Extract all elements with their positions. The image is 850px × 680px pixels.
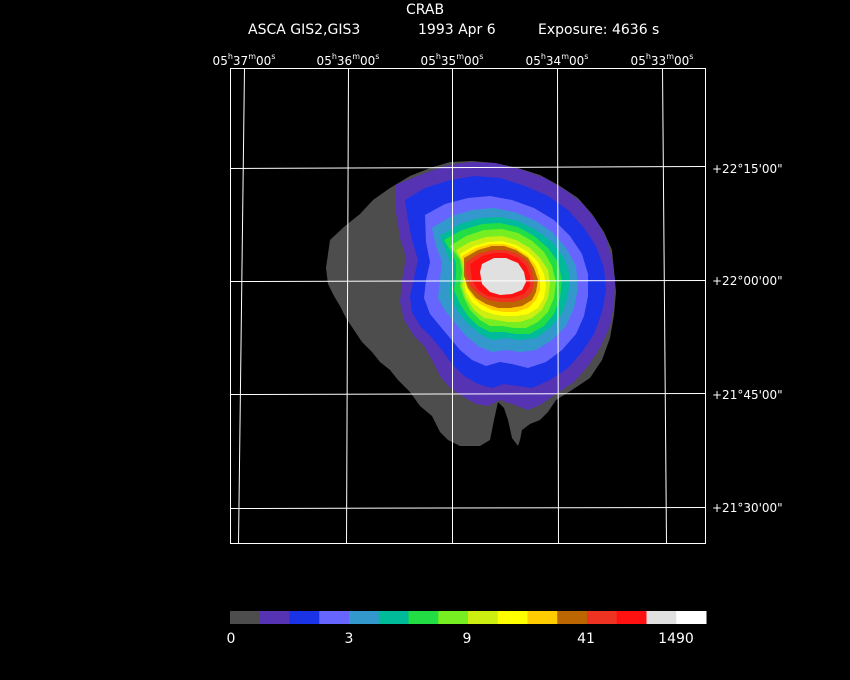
colorbar-swatch xyxy=(557,611,587,624)
colorbar-label: 3 xyxy=(345,631,354,647)
ra-grid-line xyxy=(663,68,667,544)
crab-intensity-map xyxy=(326,161,616,446)
colorbar-label: 41 xyxy=(577,631,595,647)
ra-grid-line xyxy=(239,68,245,544)
colorbar-swatch xyxy=(409,611,439,624)
colorbar-swatch xyxy=(230,611,260,624)
colorbar-label: 9 xyxy=(463,631,472,647)
colorbar-swatch xyxy=(528,611,558,624)
ra-grid-line xyxy=(558,68,559,544)
colorbar-swatch xyxy=(498,611,528,624)
colorbar-swatch xyxy=(319,611,349,624)
colorbar-label: 0 xyxy=(227,631,236,647)
colorbar-swatch xyxy=(617,611,647,624)
colorbar-swatch xyxy=(379,611,409,624)
colorbar xyxy=(230,611,707,624)
colorbar-swatch xyxy=(290,611,320,624)
colorbar-swatch xyxy=(676,611,706,624)
colorbar-swatch xyxy=(438,611,468,624)
dec-grid-line xyxy=(230,508,706,509)
colorbar-swatch xyxy=(647,611,677,624)
colorbar-swatch xyxy=(260,611,290,624)
colorbar-swatch xyxy=(587,611,617,624)
colorbar-swatch xyxy=(349,611,379,624)
colorbar-label: 1490 xyxy=(658,631,694,647)
dec-grid-line xyxy=(230,281,706,282)
colorbar-swatch xyxy=(468,611,498,624)
dec-grid-line xyxy=(230,394,706,395)
